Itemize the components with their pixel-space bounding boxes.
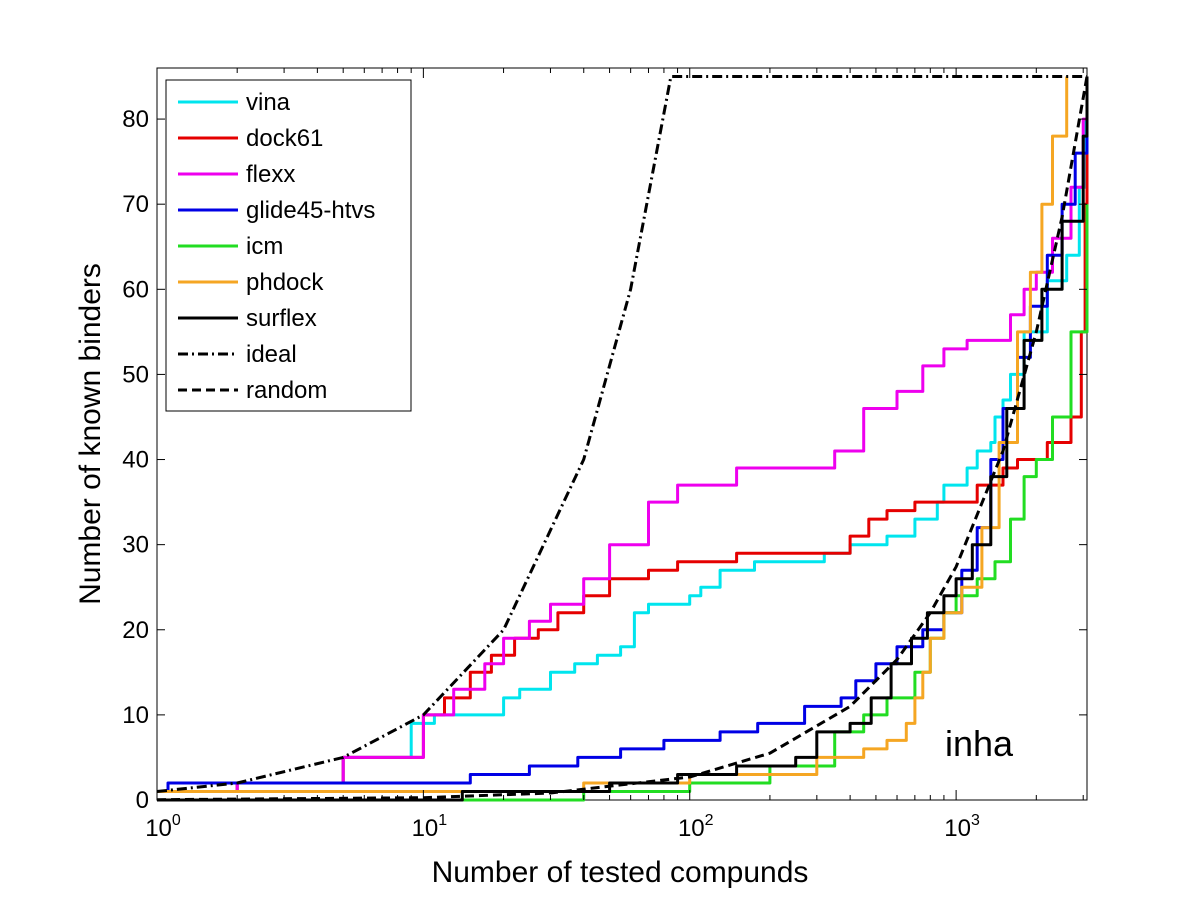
- x-tick-label: 100: [145, 812, 181, 842]
- y-tick-label: 40: [122, 447, 149, 474]
- x-tick-label: 103: [944, 812, 980, 842]
- y-tick-label: 10: [122, 702, 149, 729]
- legend-label-vina: vina: [246, 89, 291, 116]
- legend-label-surflex: surflex: [246, 305, 317, 332]
- legend: vina dock61 flexx glide45-htvs icm phdock surf…: [165, 79, 412, 412]
- series-line-random: [156, 76, 1089, 802]
- y-tick-label: 70: [122, 191, 149, 218]
- legend-label-dock61: dock61: [246, 125, 323, 152]
- y-tick-label: 80: [122, 106, 149, 133]
- chart-annotation: inha: [945, 723, 1014, 764]
- x-tick-label: 102: [678, 812, 714, 842]
- series-line-vina: [157, 119, 1087, 793]
- legend-label-random: random: [246, 377, 327, 404]
- y-tick-label: 20: [122, 617, 149, 644]
- series-line-flexx: [157, 76, 1089, 793]
- y-tick-label: 30: [122, 532, 149, 559]
- legend-label-glide45-htvs: glide45-htvs: [246, 197, 375, 224]
- y-tick-label: 0: [136, 787, 149, 814]
- y-tick-label: 60: [122, 276, 149, 303]
- legend-label-ideal: ideal: [246, 341, 297, 368]
- legend-label-flexx: flexx: [246, 161, 295, 188]
- x-axis-title: Number of tested compunds: [432, 856, 809, 889]
- series-line-phdock: [157, 76, 1069, 793]
- y-tick-label: 50: [122, 361, 149, 388]
- y-axis-title: Number of known binders: [74, 263, 107, 605]
- series-line-surflex: [157, 76, 1089, 802]
- legend-label-phdock: phdock: [246, 269, 324, 296]
- legend-label-icm: icm: [246, 233, 283, 260]
- series-line-ideal: [156, 75, 1087, 793]
- x-tick-label: 101: [412, 812, 448, 842]
- series-layer: [156, 75, 1089, 802]
- axes-layer: 0 10 20 30 40 50 60 70 80 100 101 102 103: [122, 68, 1087, 842]
